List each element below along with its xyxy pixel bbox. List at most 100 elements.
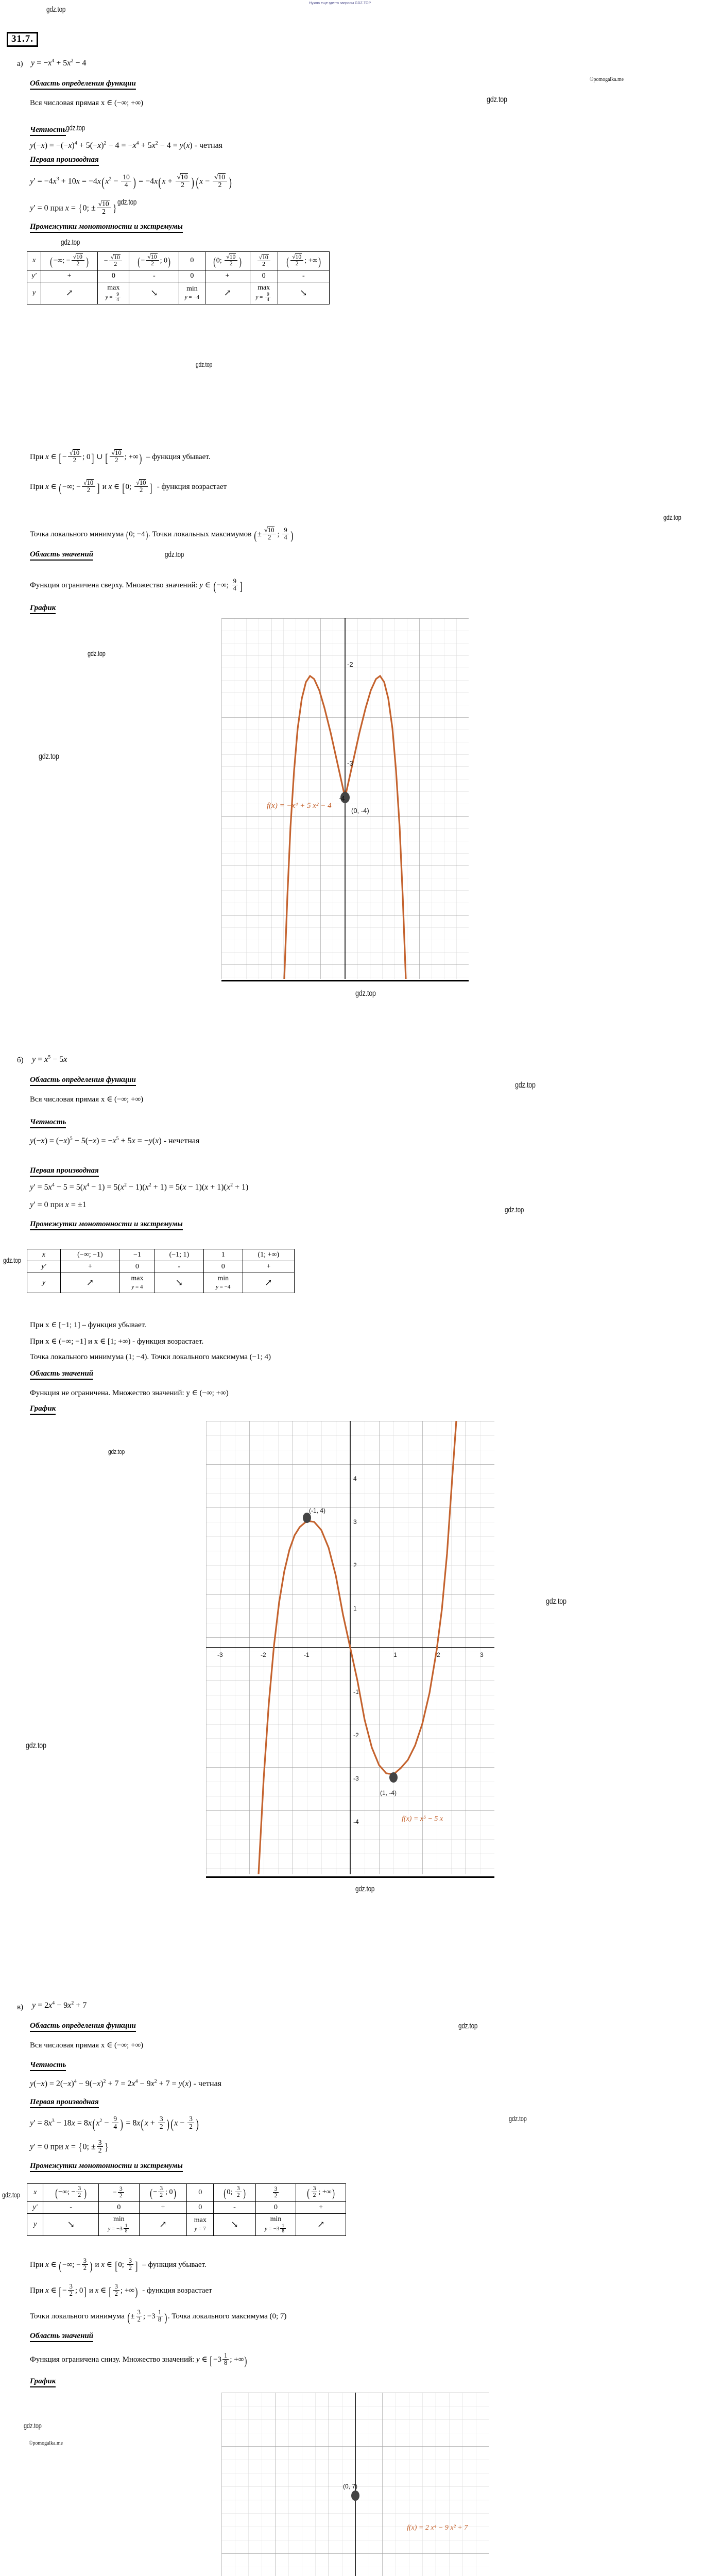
graph-a-ytick-4: -4 xyxy=(339,794,345,802)
part-b-parity-label: Четность xyxy=(30,1118,66,1128)
table-cell: ↗ xyxy=(60,1273,120,1293)
table-cell: min y = −3 1 8 xyxy=(98,2213,140,2236)
graph-b-ytick-m1: -1 xyxy=(353,1688,359,1696)
table-cell: ↗ xyxy=(139,2213,187,2236)
table-cell: max y = 4 xyxy=(119,1273,155,1293)
table-cell: (0; √10 2) xyxy=(204,251,250,270)
part-a-graph-label: График xyxy=(30,604,56,614)
graph-b-ytick-m2: -2 xyxy=(353,1732,359,1739)
graph-a-point-label: (0, -4) xyxy=(351,807,369,815)
table-cell: (− 3 2; 0) xyxy=(139,2183,187,2202)
graph-b: (-1, 4) (1, -4) 4 3 2 1 -1 -2 -3 -4 -3 -… xyxy=(206,1420,494,1875)
part-c-extrema: Точки локального минимума (± 3 2; −3 1 8). Т… xyxy=(30,2309,287,2325)
part-a-domain-value: Вся числовая прямая x ∈ (−∞; +∞) xyxy=(30,99,144,107)
table-cell: min y = −4 xyxy=(179,281,205,304)
graph-b-formula: f(x) = x⁵ − 5 x xyxy=(402,1815,443,1823)
graph-b-svg: (-1, 4) (1, -4) 4 3 2 1 -1 -2 -3 -4 -3 -… xyxy=(206,1420,494,1875)
table-cell: (3 2; +∞) xyxy=(296,2183,346,2202)
graph-a-ytick-3: -3 xyxy=(347,759,353,767)
watermark: gdz.top xyxy=(61,238,80,247)
table-row: y′ +0 -0 +0 - xyxy=(26,269,330,282)
table-cell: ↘ xyxy=(213,2213,256,2236)
part-c-parity-line: y(−x) = 2(−x)4 − 9(−x)2 + 7 = 2x4 − 9x2 … xyxy=(30,2078,222,2088)
table-head-y: y xyxy=(27,1273,61,1293)
watermark: gdz.top xyxy=(355,1885,375,1893)
part-b-range-value: Функция не ограничена. Множество значени… xyxy=(30,1389,229,1397)
table-head-yprime: y′ xyxy=(27,1261,61,1273)
table-cell: ↗ xyxy=(296,2213,346,2236)
graph-a-baseline xyxy=(221,980,469,981)
table-cell: 0 xyxy=(186,2183,214,2202)
table-head-x: x xyxy=(26,2183,44,2202)
part-b-derivative-label: Первая производная xyxy=(30,1166,99,1177)
part-c-decreasing: При x ∈ (−∞; −3 2) и x ∈ [0; 3 2] – функци… xyxy=(30,2257,207,2273)
table-cell: 0 xyxy=(179,269,205,282)
part-c-monotonicity-label: Промежутки монотонности и экстремумы xyxy=(30,2162,183,2172)
graph-b-label-max: (-1, 4) xyxy=(309,1507,325,1514)
watermark: gdz.top xyxy=(26,1741,46,1750)
table-head-yprime: y′ xyxy=(26,269,42,282)
part-c-range-value: Функция ограничена снизу. Множество знач… xyxy=(30,2352,247,2368)
part-b-function: y = x5 − 5x xyxy=(32,1054,67,1064)
table-cell: −3 2 xyxy=(98,2183,140,2202)
part-b-zeros-line: y′ = 0 при x = ±1 xyxy=(30,1200,87,1209)
graph-b-xtick-m1: -1 xyxy=(304,1651,310,1658)
table-cell: 0 xyxy=(203,1261,243,1273)
table-cell: ↘ xyxy=(129,281,180,304)
table-cell: (0; 3 2) xyxy=(213,2183,256,2202)
watermark: gdz.top xyxy=(46,5,66,14)
table-cell: (− √10 2; 0) xyxy=(129,251,180,270)
watermark: gdz.top xyxy=(505,1206,524,1214)
table-cell: ↘ xyxy=(154,1273,204,1293)
table-row: y ↘ min y = −3 1 8 ↗ max y = 7 ↘ min y = −3 1 8… xyxy=(26,2213,346,2236)
graph-a-ytick-2: -2 xyxy=(347,660,353,668)
part-b-decreasing: При x ∈ [−1; 1] – функция убывает. xyxy=(30,1321,146,1329)
watermark: gdz.top xyxy=(165,550,184,559)
table-row: x (−∞; −1) −1 (−1; 1) 1 (1; +∞) xyxy=(27,1249,295,1261)
part-a-derivative-label: Первая производная xyxy=(30,156,99,166)
graph-b-ytick-1: 1 xyxy=(353,1605,357,1612)
watermark: gdz.top xyxy=(509,2114,527,2123)
table-cell: 0 xyxy=(119,1261,155,1273)
table-cell: 0 xyxy=(249,269,278,282)
part-a-parity-label: Четность xyxy=(30,126,66,136)
table-cell: + xyxy=(204,269,250,282)
table-cell: + xyxy=(41,269,98,282)
part-a-function: y = −x4 + 5x2 − 4 xyxy=(31,58,87,67)
table-cell: √10 2 xyxy=(249,251,278,270)
part-a-monotonicity-label: Промежутки монотонности и экстремумы xyxy=(30,223,183,233)
table-cell: - xyxy=(129,269,180,282)
part-b-increasing: При x ∈ (−∞; −1] и x ∈ [1; +∞) - функция… xyxy=(30,1337,204,1346)
watermark: gdz.top xyxy=(546,1597,566,1606)
table-cell: - xyxy=(43,2201,99,2214)
graph-b-ytick-m4: -4 xyxy=(353,1818,359,1825)
table-head-x: x xyxy=(26,251,42,270)
table-cell: + xyxy=(139,2201,187,2214)
part-a-domain-label: Область определения функции xyxy=(30,79,136,90)
table-cell: (√10 2; +∞) xyxy=(277,251,330,270)
part-a-zeros-line: y′ = 0 при x = {0; ± √10 2} xyxy=(30,200,116,215)
part-c-derivative-label: Первая производная xyxy=(30,2098,99,2108)
watermark: gdz.top xyxy=(66,124,85,132)
watermark: gdz.top xyxy=(458,2022,478,2030)
header-link[interactable]: Нужна еще где-то запросы GDZ.TOP xyxy=(309,2,371,5)
watermark: gdz.top xyxy=(88,649,106,657)
table-cell: + xyxy=(242,1261,295,1273)
table-cell: 0 xyxy=(98,2201,140,2214)
table-cell: ↗ xyxy=(41,281,98,304)
watermark-pomogalka: ©pomogalka.me xyxy=(590,76,624,82)
part-c-function: y = 2x4 − 9x2 + 7 xyxy=(32,2000,87,2010)
table-cell: - xyxy=(154,1261,204,1273)
table-cell: −1 xyxy=(119,1249,155,1261)
part-c-range-label: Область значений xyxy=(30,2332,94,2342)
part-b-letter: б) xyxy=(17,1056,24,1064)
watermark: gdz.top xyxy=(24,2421,42,2430)
watermark: gdz.top xyxy=(117,198,137,207)
